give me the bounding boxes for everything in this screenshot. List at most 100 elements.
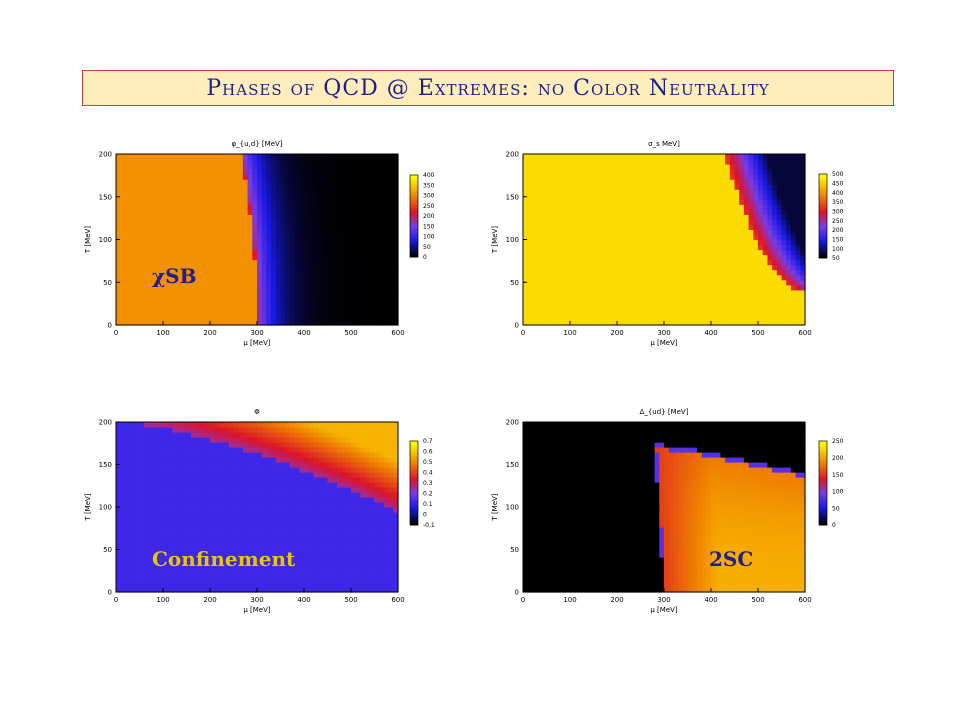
heatmap-cell: [537, 269, 543, 276]
heatmap-cell: [299, 209, 305, 215]
heatmap-cell: [692, 224, 698, 231]
colorbar-step: [819, 211, 827, 215]
heatmap-cell: [649, 164, 656, 170]
heatmap-cell: [341, 229, 347, 236]
heatmap-cell: [191, 279, 197, 286]
heatmap-cell: [191, 269, 197, 276]
heatmap-cell: [153, 432, 159, 438]
heatmap-cell: [668, 239, 674, 246]
heatmap-cell: [200, 259, 206, 266]
heatmap-cell: [238, 299, 244, 306]
heatmap-cell: [351, 219, 357, 226]
heatmap-cell: [299, 264, 305, 271]
heatmap-cell: [219, 269, 225, 276]
heatmap-cell: [696, 174, 703, 180]
heatmap-cell: [753, 204, 759, 210]
heatmap-cell: [527, 184, 533, 190]
heatmap-cell: [369, 219, 376, 226]
heatmap-cell: [322, 229, 329, 236]
heatmap-cell: [299, 244, 305, 251]
heatmap-cell: [598, 164, 604, 170]
heatmap-cell: [762, 244, 768, 251]
heatmap-cell: [214, 437, 220, 443]
heatmap-cell: [640, 179, 646, 185]
heatmap-cell: [706, 319, 712, 326]
heatmap-cell: [228, 204, 235, 210]
heatmap-cell: [734, 269, 740, 276]
heatmap-cell: [120, 309, 126, 316]
heatmap-cell: [341, 274, 347, 281]
heatmap-cell: [120, 572, 126, 578]
heatmap-cell: [148, 567, 155, 573]
heatmap-cell: [125, 427, 131, 433]
heatmap-cell: [593, 229, 599, 236]
heatmap-cell: [800, 224, 806, 231]
heatmap-cell: [729, 244, 736, 251]
heatmap-cell: [125, 159, 131, 165]
colorbar-step: [410, 189, 418, 192]
heatmap-cell: [120, 582, 126, 588]
heatmap-cell: [210, 482, 216, 488]
heatmap-cell: [786, 264, 792, 271]
heatmap-cell: [631, 224, 637, 231]
heatmap-cell: [711, 189, 717, 195]
heatmap-cell: [720, 249, 726, 256]
heatmap-cell: [346, 209, 352, 215]
heatmap-cell: [781, 214, 787, 220]
heatmap-cell: [659, 174, 665, 180]
heatmap-cell: [125, 487, 131, 493]
heatmap-cell: [635, 189, 642, 195]
heatmap-cell: [308, 254, 314, 261]
heatmap-cell: [158, 249, 164, 256]
heatmap-cell: [790, 299, 797, 306]
heatmap-cell: [205, 159, 211, 165]
heatmap-cell: [116, 244, 122, 251]
heatmap-cell: [167, 467, 173, 473]
heatmap-cell: [318, 264, 324, 271]
heatmap-cell: [242, 319, 249, 326]
heatmap-cell: [158, 432, 164, 438]
heatmap-cell: [753, 319, 759, 326]
colorbar-step: [410, 220, 418, 223]
heatmap-cell: [148, 299, 155, 306]
heatmap-cell: [584, 224, 590, 231]
heatmap-cell: [588, 239, 595, 246]
heatmap-cell: [191, 259, 197, 266]
heatmap-cell: [134, 264, 141, 271]
heatmap-cell: [275, 254, 282, 261]
heatmap-cell: [729, 189, 736, 195]
heatmap-cell: [289, 249, 296, 256]
heatmap-cell: [523, 199, 529, 205]
heatmap-cell: [795, 189, 801, 195]
heatmap-cell: [200, 482, 206, 488]
heatmap-cell: [388, 159, 394, 165]
heatmap-cell: [365, 169, 371, 175]
heatmap-cell: [351, 289, 357, 296]
heatmap-cell: [191, 319, 197, 326]
heatmap-cell: [163, 492, 169, 498]
heatmap-cell: [393, 184, 399, 190]
heatmap-cell: [617, 189, 623, 195]
heatmap-cell: [393, 289, 399, 296]
heatmap-cell: [125, 562, 131, 568]
heatmap-cell: [541, 284, 548, 291]
heatmap-cell: [167, 567, 173, 573]
heatmap-cell: [379, 259, 385, 266]
heatmap-cell: [191, 164, 197, 170]
heatmap-cell: [523, 234, 529, 241]
heatmap-cell: [654, 204, 660, 210]
heatmap-cell: [266, 189, 272, 195]
heatmap-cell: [753, 289, 759, 296]
heatmap-cell: [678, 219, 684, 226]
heatmap-cell: [167, 234, 173, 241]
heatmap-cell: [158, 472, 164, 478]
heatmap-cell: [205, 437, 211, 443]
heatmap-cell: [228, 189, 235, 195]
heatmap-cell: [659, 154, 665, 160]
heatmap-cell: [308, 269, 314, 276]
heatmap-cell: [172, 467, 178, 473]
heatmap-cell: [374, 254, 380, 261]
heatmap-cell: [210, 284, 216, 291]
heatmap-cell: [692, 209, 698, 215]
heatmap-cell: [579, 244, 585, 251]
